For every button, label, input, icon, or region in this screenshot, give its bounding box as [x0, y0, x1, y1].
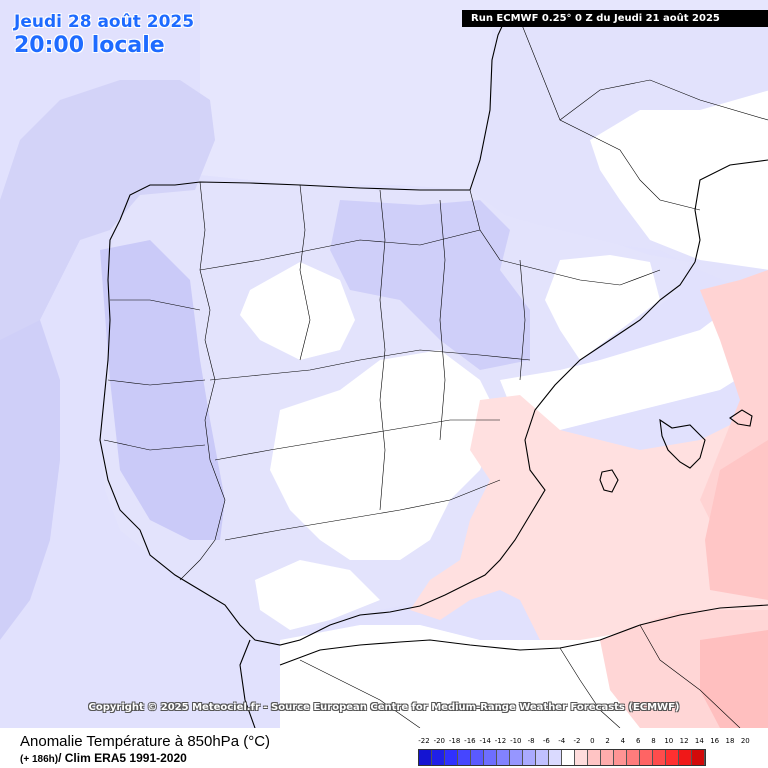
neutral-zone-ebro [545, 255, 660, 360]
legend-tick-label: -8 [527, 737, 535, 745]
cold-anomaly-zone-atlantic [0, 80, 215, 380]
legend-swatch [536, 750, 549, 765]
legend-tick-label: -4 [558, 737, 566, 745]
cold-anomaly-zone-atlantic-south [0, 320, 60, 640]
legend-tick-label: 10 [664, 737, 674, 745]
legend-swatch [679, 750, 692, 765]
legend-tick-label: 0 [590, 737, 595, 745]
legend-tick-label: -16 [464, 737, 476, 745]
legend-swatch [471, 750, 484, 765]
legend-tick-label: -14 [479, 737, 491, 745]
france-neutral-zone [590, 90, 768, 270]
color-legend-bar [418, 749, 706, 766]
legend-swatch [432, 750, 445, 765]
legend-tick-label: -10 [510, 737, 522, 745]
legend-swatch [497, 750, 510, 765]
legend-swatch [484, 750, 497, 765]
legend-tick-label: -20 [433, 737, 446, 745]
neutral-zone-balearic-sea [500, 290, 768, 430]
legend-swatch [692, 750, 705, 765]
legend-tick-label: 2 [605, 737, 610, 745]
legend-tick-label: 8 [651, 737, 656, 745]
legend-tick-label: -6 [542, 737, 550, 745]
legend-tick-label: 14 [694, 737, 704, 745]
copyright-notice: Copyright © 2025 Meteociel.fr - Source E… [88, 702, 680, 713]
legend-swatch [666, 750, 679, 765]
legend-tick-label: 12 [679, 737, 689, 745]
legend-tick-label: 6 [635, 737, 641, 745]
legend-swatch [510, 750, 523, 765]
legend-tick-labels: -22 -20 -18 -16 -14 -12 -10 -8 -6 -4 -2 0 2 4 6 8 10 12 14… [418, 737, 754, 747]
warm-anomaly-zone-core [705, 440, 768, 600]
map-title: Anomalie Température à 850hPa (°C) [20, 733, 271, 750]
neutral-zone-central [270, 350, 500, 560]
legend-swatch [523, 750, 536, 765]
legend-tick-label: -22 [418, 737, 430, 745]
legend-tick-label: 18 [725, 737, 735, 745]
legend-swatch [614, 750, 627, 765]
legend-tick-label: -18 [448, 737, 461, 745]
model-run-banner: Run ECMWF 0.25° 0 Z du Jeudi 21 août 202… [462, 10, 768, 27]
coastlines [99, 14, 768, 728]
legend-tick-label: 4 [620, 737, 626, 745]
neutral-zone-meseta [240, 262, 355, 360]
legend-tick-label: -12 [494, 737, 507, 745]
legend-swatch [445, 750, 458, 765]
map-footer: Anomalie Température à 850hPa (°C) (+ 18… [0, 728, 768, 768]
warm-anomaly-zone-east [410, 395, 768, 640]
forecast-local-time: 20:00 locale [14, 33, 165, 58]
lead-time: (+ 186h) [20, 754, 59, 765]
legend-swatch [627, 750, 640, 765]
legend-tick-label: -2 [573, 737, 581, 745]
administrative-borders [103, 19, 768, 728]
legend-tick-label: 20 [740, 737, 750, 745]
neutral-zone-south [255, 560, 380, 630]
legend-swatch [419, 750, 432, 765]
legend-swatch [588, 750, 601, 765]
legend-swatch [458, 750, 471, 765]
climatology-reference: / Clim ERA5 1991-2020 [58, 751, 187, 765]
forecast-date: Jeudi 28 août 2025 [14, 12, 195, 32]
legend-swatch [575, 750, 588, 765]
temperature-anomaly-map [0, 0, 768, 728]
legend-swatch [562, 750, 575, 765]
cold-anomaly-zone-west [100, 240, 225, 540]
legend-swatch [601, 750, 614, 765]
map-subtitle: (+ 186h)/ Clim ERA5 1991-2020 [20, 751, 187, 765]
cold-anomaly-zone-north [330, 200, 530, 370]
legend-swatch [549, 750, 562, 765]
legend-swatch [653, 750, 666, 765]
legend-tick-label: 16 [710, 737, 720, 745]
warm-anomaly-zone-algeria-core [700, 630, 768, 728]
legend-swatch [640, 750, 653, 765]
